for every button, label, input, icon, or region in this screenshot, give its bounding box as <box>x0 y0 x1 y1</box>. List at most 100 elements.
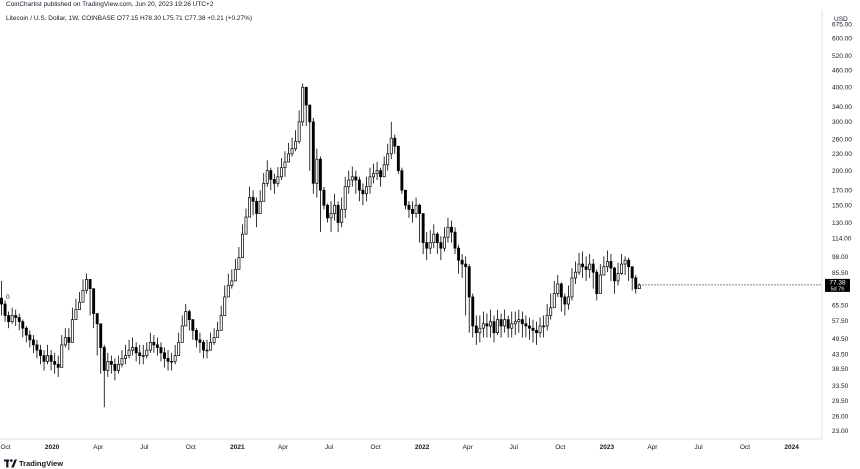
candle-body <box>148 342 152 351</box>
candle-body <box>535 330 538 334</box>
candle-body <box>577 263 581 273</box>
candle-body <box>442 236 446 249</box>
candle-body <box>517 319 521 323</box>
candle-body <box>435 233 439 243</box>
candle-body <box>212 337 216 343</box>
candle-body <box>393 137 397 147</box>
candle-body <box>428 242 432 249</box>
candle-body <box>595 271 599 294</box>
x-tick-label: Apr <box>93 444 104 451</box>
candle-body <box>538 325 542 334</box>
candle-body <box>233 269 237 282</box>
candle-body <box>269 170 273 180</box>
x-tick-label: Jul <box>325 444 334 451</box>
candle-body <box>56 363 60 368</box>
y-tick-label: 26.00 <box>832 413 849 420</box>
y-tick-label: 38.50 <box>832 366 849 373</box>
candle-body <box>223 296 227 316</box>
candle-body <box>251 197 255 202</box>
y-tick-label: 130.00 <box>832 220 852 227</box>
candle-body <box>389 137 393 155</box>
symbol-legend: Litecoin / U.S. Dollar, 1W, COINBASE O77… <box>6 15 253 22</box>
candle-body <box>453 231 457 249</box>
bar-countdown: 5d 7h <box>831 286 845 292</box>
candle-body <box>7 315 11 323</box>
candle-body <box>315 158 319 184</box>
candle-body <box>400 170 404 191</box>
candle-body <box>113 363 117 371</box>
candle-body <box>457 247 461 261</box>
candle-body <box>527 325 531 329</box>
candle-body <box>598 274 602 294</box>
candle-body <box>24 327 28 336</box>
candle-body <box>198 339 202 343</box>
y-tick-label: 460.00 <box>832 68 852 75</box>
y-tick-label: 57.50 <box>832 318 849 325</box>
candle-body <box>481 323 485 329</box>
candle-body <box>588 263 592 270</box>
candle-body <box>46 355 50 362</box>
candle-body <box>42 355 46 362</box>
candle-body <box>85 279 89 291</box>
candle-body <box>95 313 99 325</box>
chart-footer: TradingView <box>0 458 860 469</box>
candle-body <box>166 358 170 362</box>
candle-body <box>287 153 290 163</box>
candle-body <box>623 259 627 265</box>
price-chart[interactable]: USD 675.00 600.00 520.00 460.00 400.00 340.00 3… <box>0 10 860 459</box>
x-tick-label: Jul <box>694 444 703 451</box>
candle-body <box>326 204 329 219</box>
x-tick-label: 2021 <box>230 444 245 451</box>
candle-body <box>407 204 411 210</box>
candle-body <box>184 311 188 327</box>
candle-body <box>492 321 496 334</box>
y-tick-label: 520.00 <box>832 53 852 60</box>
tradingview-logo-icon[interactable] <box>4 459 17 468</box>
candle-body <box>616 273 620 282</box>
candle-body <box>31 339 35 346</box>
candle-body <box>563 296 567 305</box>
candle-body <box>308 104 312 123</box>
candle-body <box>290 148 294 155</box>
candle-body <box>294 141 298 150</box>
candle-body <box>513 321 517 325</box>
brand-name[interactable]: TradingView <box>19 459 64 468</box>
candle-body <box>375 170 379 175</box>
candle-body <box>403 189 407 206</box>
candle-body <box>627 259 631 268</box>
candle-body <box>613 267 616 282</box>
candle-body <box>53 360 57 365</box>
x-tick-label: Apr <box>278 444 289 451</box>
candle-body <box>170 360 174 363</box>
candle-body <box>478 327 482 334</box>
candle-body <box>489 321 492 327</box>
x-tick-label: 2020 <box>45 444 60 451</box>
candle-body <box>131 347 135 351</box>
candle-body <box>347 179 351 188</box>
y-tick-label: 98.00 <box>832 254 849 261</box>
candle-body <box>365 186 368 195</box>
candle-body <box>336 204 340 223</box>
candle-body <box>343 186 347 210</box>
x-tick-label: 2024 <box>784 444 799 451</box>
candle-body <box>248 197 251 218</box>
candle-body <box>202 342 205 351</box>
candle-body <box>194 330 198 341</box>
y-tick-label: 200.00 <box>832 168 852 175</box>
candle-body <box>503 319 507 327</box>
x-tick-label: Oct <box>740 444 750 451</box>
candle-body <box>63 337 67 346</box>
candle-body <box>152 342 156 346</box>
candle-body <box>209 342 213 351</box>
candle-body <box>265 170 269 184</box>
candle-body <box>552 293 556 309</box>
candle-body <box>116 363 120 371</box>
candle-body <box>354 176 358 181</box>
candle-body <box>3 303 7 316</box>
candle-body <box>634 277 638 290</box>
candle-body <box>333 204 337 214</box>
y-tick-label: 300.00 <box>832 119 852 126</box>
x-tick-label: 2022 <box>415 444 430 451</box>
candle-body <box>637 284 641 290</box>
